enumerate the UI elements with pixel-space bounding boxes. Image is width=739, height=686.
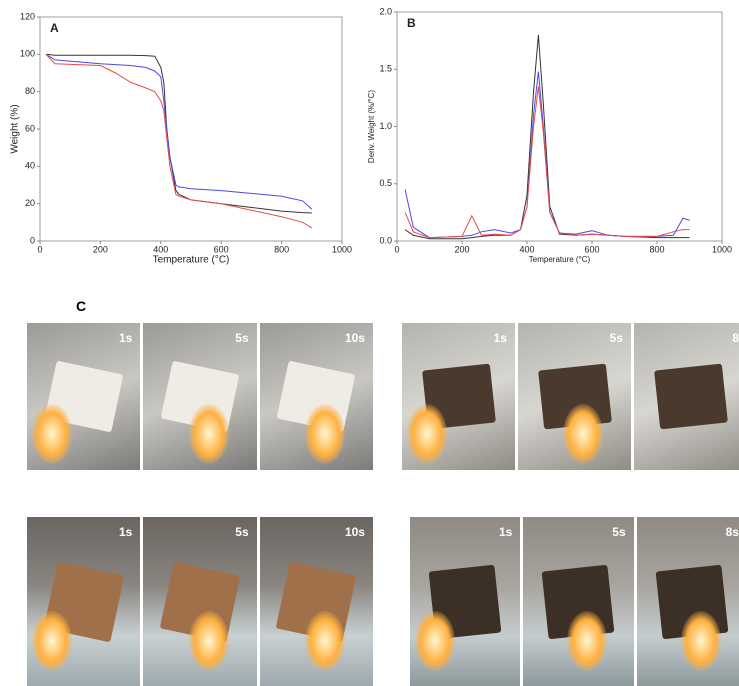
- data-line: [46, 54, 312, 213]
- time-label: 5s: [610, 331, 623, 345]
- time-label: 5s: [235, 525, 248, 539]
- y-tick-label: 100: [20, 49, 35, 59]
- flame: [567, 611, 607, 671]
- photo: 10s: [260, 517, 373, 686]
- x-tick-label: 600: [584, 244, 599, 254]
- y-tick-label: 80: [25, 86, 35, 96]
- data-line: [405, 35, 689, 239]
- x-tick-label: 0: [394, 244, 399, 254]
- y-tick-label: 1.0: [379, 121, 392, 131]
- x-tick-label: 200: [93, 244, 108, 254]
- photo: 10s: [260, 323, 373, 470]
- photo: 5s: [518, 323, 631, 470]
- data-line: [46, 54, 312, 228]
- y-axis-title: Weight (%): [10, 104, 21, 153]
- flame: [415, 611, 455, 671]
- flame: [32, 611, 72, 671]
- y-tick-label: 2.0: [379, 6, 392, 16]
- photo: 5s: [143, 323, 256, 470]
- x-tick-label: 800: [274, 244, 289, 254]
- panel-label: A: [50, 21, 59, 35]
- y-tick-label: 120: [20, 11, 35, 21]
- figure: 02004006008001000020406080100120Temperat…: [0, 0, 739, 686]
- data-line: [405, 72, 689, 238]
- y-tick-label: 1.5: [379, 64, 392, 74]
- y-tick-label: 60: [25, 123, 35, 133]
- plot-frame: [40, 17, 342, 241]
- y-tick-label: 0.5: [379, 178, 392, 188]
- photo: 1s: [410, 517, 520, 686]
- time-label: 10s: [345, 331, 365, 345]
- panel-label: C: [76, 298, 86, 314]
- flame: [681, 611, 721, 671]
- photo: 1s: [27, 323, 140, 470]
- x-axis-title: Temperature (°C): [153, 255, 230, 266]
- flame: [305, 611, 345, 671]
- photo: 1s: [27, 517, 140, 686]
- charts: 0 200 400 600 800 1000 0 20 40 60 80 100 120 Temperat…: [0, 0, 739, 290]
- y-tick-label: 0: [30, 235, 35, 245]
- time-label: 1s: [119, 331, 132, 345]
- flame: [32, 404, 72, 464]
- photo: 1s: [402, 323, 515, 470]
- x-tick-label: 400: [153, 244, 168, 254]
- photo: 8s: [637, 517, 739, 686]
- photo: 8: [634, 323, 739, 470]
- x-tick-label: 1000: [712, 244, 732, 254]
- x-tick-label: 600: [214, 244, 229, 254]
- y-tick-label: 40: [25, 161, 35, 171]
- x-tick-label: 400: [519, 244, 534, 254]
- time-label: 8s: [726, 525, 739, 539]
- x-tick-label: 1000: [332, 244, 352, 254]
- photo: 5s: [143, 517, 256, 686]
- flame: [407, 404, 447, 464]
- y-tick-label: 20: [25, 198, 35, 208]
- flame: [189, 611, 229, 671]
- time-label: 5s: [612, 525, 625, 539]
- time-label: 5s: [235, 331, 248, 345]
- x-tick-label: 0: [37, 244, 42, 254]
- flame: [189, 404, 229, 464]
- plot-frame: [397, 12, 722, 241]
- x-tick-label: 200: [454, 244, 469, 254]
- x-tick-label: 800: [649, 244, 664, 254]
- time-label: 8: [732, 331, 739, 345]
- y-tick-label: 0.0: [379, 235, 392, 245]
- time-label: 1s: [499, 525, 512, 539]
- y-axis-title: Deriv. Weight (%/°C): [367, 90, 376, 163]
- sample: [654, 364, 728, 430]
- photo: 5s: [523, 517, 633, 686]
- flame: [563, 404, 603, 464]
- time-label: 1s: [119, 525, 132, 539]
- flame: [305, 404, 345, 464]
- time-label: 1s: [494, 331, 507, 345]
- time-label: 10s: [345, 525, 365, 539]
- data-line: [46, 54, 312, 209]
- panel-label: B: [407, 16, 416, 30]
- x-axis-title: Temperature (°C): [529, 255, 591, 264]
